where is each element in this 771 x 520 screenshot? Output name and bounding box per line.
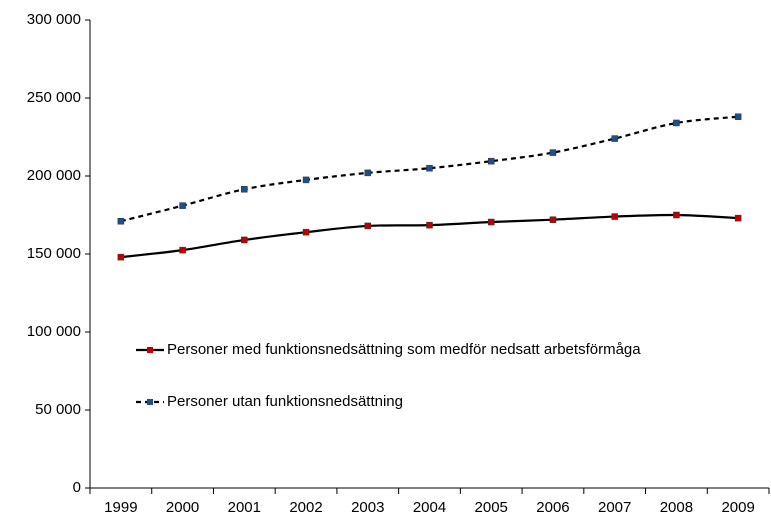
series-line: [120, 213, 739, 259]
point: [487, 218, 495, 226]
x-tick-label: 2006: [536, 499, 569, 516]
y-tick-label: 250 000: [27, 89, 81, 106]
point: [241, 236, 248, 244]
point: [364, 222, 372, 230]
point: [673, 119, 680, 127]
point: [117, 217, 125, 225]
x-tick-label: 2004: [413, 499, 446, 516]
x-tick-label: 2001: [228, 499, 261, 516]
legend-label: Personer utan funktionsnedsättning: [167, 393, 403, 410]
point: [302, 176, 310, 184]
x-tick-label: 2008: [660, 499, 693, 516]
x-tick-label: 2007: [598, 499, 631, 516]
y-tick-label: 200 000: [27, 167, 81, 184]
y-tick-label: 150 000: [27, 245, 81, 262]
y-tick-label: 50 000: [35, 401, 81, 418]
point: [179, 202, 186, 209]
legend-label: Personer med funktionsnedsättning som me…: [167, 341, 641, 358]
x-tick-label: 2009: [721, 499, 754, 516]
series-line: [120, 115, 739, 223]
point: [426, 221, 433, 229]
y-tick-label: 300 000: [27, 11, 81, 28]
point: [426, 164, 433, 172]
point: [179, 246, 186, 254]
point: [673, 211, 680, 219]
x-tick-label: 2003: [351, 499, 384, 516]
point: [117, 253, 125, 261]
legend-marker: [147, 347, 153, 353]
legend-marker: [147, 399, 153, 405]
y-tick-label: 0: [73, 479, 81, 496]
point: [549, 149, 557, 156]
point: [364, 169, 372, 177]
x-tick-label: 2005: [475, 499, 508, 516]
x-tick-label: 1999: [104, 499, 137, 516]
point: [487, 157, 495, 165]
point: [549, 216, 557, 223]
point: [734, 113, 742, 120]
point: [302, 228, 310, 236]
point: [734, 214, 742, 222]
y-tick-label: 100 000: [27, 323, 81, 340]
x-tick-label: 2000: [166, 499, 199, 516]
x-tick-label: 2002: [289, 499, 322, 516]
point: [611, 135, 618, 142]
point: [611, 213, 618, 220]
point: [241, 186, 248, 193]
